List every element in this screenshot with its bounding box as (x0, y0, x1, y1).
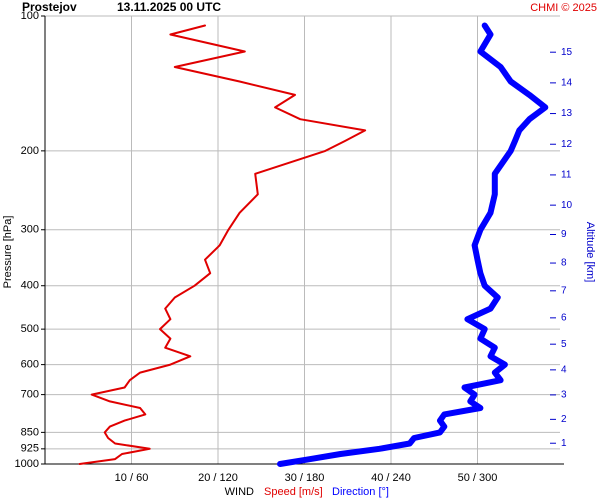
y2-axis-label: Altitude [km] (584, 222, 596, 283)
y-tick-label: 1000 (15, 458, 39, 470)
source: CHMI © 2025 (530, 2, 597, 14)
y2-tick-label: 14 (561, 78, 573, 89)
y-tick-label: 925 (21, 443, 39, 455)
y2-tick-label: 8 (561, 258, 567, 269)
y2-tick-label: 2 (561, 414, 567, 425)
chart-subtitle: 13.11.2025 00 UTC (117, 0, 221, 14)
y-tick-label: 300 (21, 224, 39, 236)
legend-entry: Speed [m/s] (264, 486, 323, 498)
chart-title: Prostejov (22, 0, 77, 14)
y2-tick-label: 7 (561, 285, 567, 296)
x-tick-label: 30 / 180 (285, 472, 325, 484)
x-tick-label: 10 / 60 (115, 472, 149, 484)
legend-entry: Direction [°] (332, 486, 389, 498)
y2-tick-label: 10 (561, 200, 573, 211)
y2-tick-label: 9 (561, 229, 567, 240)
y2-tick-label: 15 (561, 47, 573, 58)
series-line (78, 24, 367, 465)
y2-tick-label: 12 (561, 139, 573, 150)
x-tick-label: 20 / 120 (198, 472, 238, 484)
y2-tick-label: 5 (561, 339, 567, 350)
y-tick-label: 500 (21, 323, 39, 335)
y2-tick-label: 3 (561, 390, 567, 401)
y-tick-label: 400 (21, 280, 39, 292)
y2-tick-label: 4 (561, 364, 567, 375)
y2-tick-label: 1 (561, 438, 567, 449)
y-tick-label: 100 (21, 10, 39, 22)
x-axis-label: WIND (225, 486, 254, 498)
y-tick-label: 600 (21, 359, 39, 371)
y2-tick-label: 13 (561, 108, 573, 119)
y2-tick-label: 11 (561, 170, 572, 181)
y-tick-label: 850 (21, 426, 39, 438)
y-axis-label: Pressure [hPa] (2, 216, 14, 289)
x-tick-label: 50 / 300 (458, 472, 498, 484)
series-line (277, 22, 549, 467)
y-tick-label: 700 (21, 389, 39, 401)
x-tick-label: 40 / 240 (371, 472, 411, 484)
y2-tick-label: 6 (561, 312, 567, 323)
y-tick-label: 200 (21, 145, 39, 157)
